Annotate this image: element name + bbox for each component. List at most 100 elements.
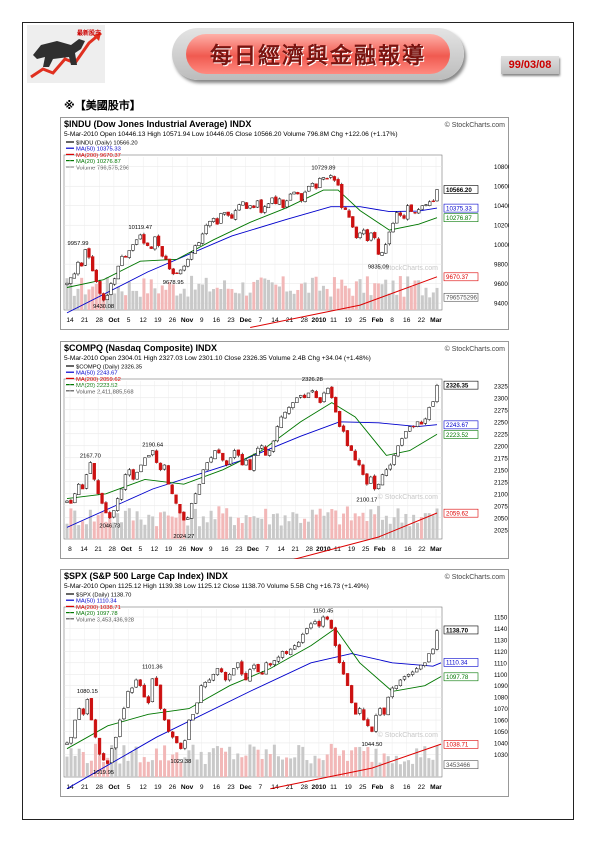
candle-body <box>398 212 403 216</box>
candle-body <box>219 668 224 673</box>
volume-bar <box>313 755 317 777</box>
x-tick-label: 19 <box>165 546 173 553</box>
volume-bar <box>413 280 417 310</box>
volume-bar <box>394 755 398 777</box>
candle-body <box>345 430 350 447</box>
chart-title: $INDU (Dow Jones Industrial Average) IND… <box>64 119 251 129</box>
candle-body <box>123 474 128 490</box>
candle-body <box>271 440 276 452</box>
candle-body <box>189 503 194 519</box>
candle-body <box>147 455 151 458</box>
candle-body <box>309 623 313 629</box>
volume-bar <box>126 760 130 777</box>
value-box <box>443 380 479 390</box>
x-tick-label: 5 <box>139 546 143 553</box>
value-box <box>443 760 479 769</box>
x-tick-label: 23 <box>235 546 243 553</box>
x-tick-label: 21 <box>286 317 294 324</box>
volume-bar <box>130 751 134 777</box>
candle-body <box>146 696 150 704</box>
candle-body <box>230 214 234 219</box>
volume-bar <box>149 279 153 310</box>
volume-bar <box>225 508 229 539</box>
candle-body <box>215 668 220 676</box>
volume-bar <box>94 283 98 310</box>
candle-body <box>219 213 223 224</box>
candle-body <box>80 484 85 490</box>
candle-body <box>193 245 197 254</box>
candle-body <box>263 206 267 213</box>
candle-body <box>384 469 389 476</box>
x-tick-label: 11 <box>330 317 337 324</box>
candle-body <box>171 268 175 275</box>
value-box-label: 1038.71 <box>446 742 469 749</box>
volume-bar <box>219 289 223 310</box>
candle-body <box>343 207 348 210</box>
y-tick-label: 2275 <box>494 407 508 414</box>
candle-body <box>288 648 293 655</box>
x-tick-label: 22 <box>418 317 426 324</box>
volume-bar <box>310 277 314 310</box>
candle-body <box>292 191 296 195</box>
volume-bar <box>299 522 303 539</box>
candle-body <box>225 460 229 466</box>
volume-bar <box>166 515 170 539</box>
candle-body <box>334 396 338 413</box>
volume-bar <box>404 513 408 539</box>
candle-body <box>101 753 106 761</box>
candle-body <box>387 231 392 245</box>
candle-body <box>200 233 205 244</box>
candle-body <box>307 185 311 192</box>
volume-bar <box>112 522 116 539</box>
volume-bar <box>301 746 305 777</box>
volume-bar <box>420 295 424 310</box>
section-heading: ※【美國股市】 <box>64 99 141 112</box>
x-tick-label: 2010 <box>316 546 331 553</box>
volume-bar <box>175 752 179 777</box>
candle-body <box>93 719 98 738</box>
volume-bar <box>208 291 212 310</box>
candle-body <box>341 662 346 675</box>
volume-bar <box>314 514 318 539</box>
svg-text:最新股市: 最新股市 <box>77 29 101 37</box>
volume-bar <box>427 513 431 539</box>
candle-body <box>186 259 190 267</box>
candle-body <box>252 455 256 471</box>
x-tick-label: Mar <box>430 317 442 324</box>
x-tick-label: Feb <box>374 546 386 553</box>
volume-bar <box>400 522 404 539</box>
candle-body <box>105 295 109 301</box>
legend-entry: MA(50) 1110.34 <box>76 599 117 605</box>
legend-entry: Volume 2,411,885,568 <box>76 389 134 395</box>
candle-body <box>244 202 249 209</box>
candle-body <box>236 662 240 668</box>
candle-body <box>76 261 80 275</box>
volume-bar <box>299 283 303 310</box>
x-tick-label: 14 <box>80 546 88 553</box>
value-box-label: 796575296 <box>446 295 478 302</box>
candle-body <box>419 664 423 670</box>
volume-bar <box>150 760 154 777</box>
watermark-text: © StockCharts.com <box>378 264 439 272</box>
candle-body <box>236 449 241 456</box>
candle-body <box>349 685 354 704</box>
candle-body <box>390 687 394 698</box>
candle-body <box>302 394 307 399</box>
volume-bar <box>174 517 178 539</box>
volume-bar <box>264 749 268 777</box>
candle-body <box>398 679 403 687</box>
volume-bar <box>325 754 329 777</box>
legend-entry: Volume 796,575,296 <box>76 165 129 171</box>
x-tick-label: 14 <box>277 546 285 553</box>
volume-bar <box>435 287 439 310</box>
candle-body <box>400 438 404 446</box>
candle-body <box>376 238 381 255</box>
candle-body <box>109 283 113 295</box>
candle-body <box>419 421 424 425</box>
x-tick-label: Nov <box>181 784 194 791</box>
volume-bar <box>100 511 104 539</box>
volume-bar <box>411 763 415 777</box>
volume-bar <box>398 276 402 310</box>
volume-bar <box>322 515 326 539</box>
candle-body <box>98 281 102 294</box>
